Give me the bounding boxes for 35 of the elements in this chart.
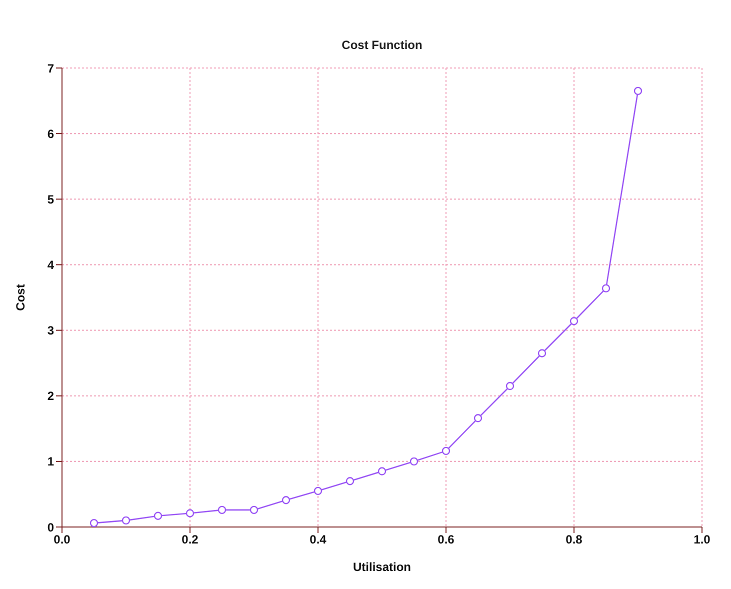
point <box>218 506 226 514</box>
y-tick-label: 7 <box>47 61 54 76</box>
x-tick-label: 1.0 <box>694 532 711 547</box>
x-tick-label: 0.4 <box>310 532 327 547</box>
x-tick-label: 0.0 <box>54 532 71 547</box>
point <box>410 457 418 466</box>
y-tick-label: 3 <box>47 324 54 338</box>
point <box>442 446 450 456</box>
point <box>474 414 482 422</box>
y-tick-label: 2 <box>47 389 54 404</box>
point <box>346 477 354 486</box>
y-tick-label: 4 <box>47 258 54 272</box>
x-tick-label: 0.2 <box>182 532 199 547</box>
point <box>154 512 162 520</box>
y-tick-label: 5 <box>47 192 54 206</box>
x-tick-label: 0.6 <box>438 532 455 547</box>
point <box>602 284 610 292</box>
point <box>250 506 258 514</box>
point <box>90 518 98 527</box>
x-axis-title: Utilisation <box>352 560 412 574</box>
point <box>282 496 290 504</box>
point <box>122 516 130 525</box>
y-tick-label: 1 <box>47 454 54 469</box>
chart-title: Cost Function <box>340 38 424 52</box>
point <box>186 509 194 518</box>
y-tick-label: 6 <box>47 126 54 141</box>
y-axis-title: Cost <box>13 284 28 311</box>
point <box>506 382 514 390</box>
point <box>314 486 322 496</box>
y-tick-label: 0 <box>47 520 54 534</box>
point <box>634 86 642 96</box>
point <box>378 467 386 476</box>
point <box>538 349 546 358</box>
x-tick-label: 0.8 <box>566 532 583 547</box>
point <box>570 317 578 326</box>
